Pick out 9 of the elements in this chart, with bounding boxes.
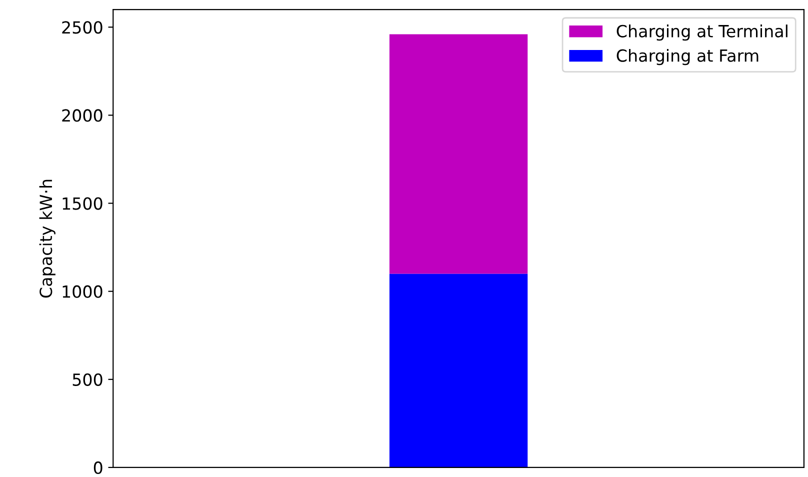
legend-label: Charging at Terminal xyxy=(616,24,788,41)
y-tick-label: 1500 xyxy=(62,197,102,210)
y-tick-label: 500 xyxy=(72,373,102,386)
y-tick-label: 0 xyxy=(94,461,102,474)
y-tick-label: 2000 xyxy=(62,109,102,122)
y-tick-label: 2500 xyxy=(62,21,102,34)
y-tick-label: 1000 xyxy=(62,285,102,298)
legend-label: Charging at Farm xyxy=(616,49,758,66)
y-axis-title: Capacity kW·h xyxy=(39,180,56,298)
